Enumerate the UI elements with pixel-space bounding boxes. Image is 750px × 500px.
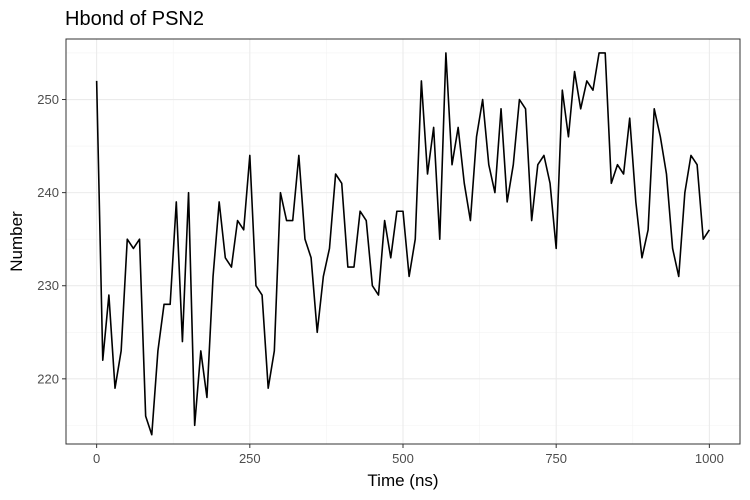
x-tick-label: 750 xyxy=(545,451,567,466)
x-tick-label: 250 xyxy=(239,451,261,466)
major-gridlines xyxy=(66,39,740,444)
y-axis-label: Number xyxy=(7,211,26,272)
x-tick-label: 500 xyxy=(392,451,414,466)
y-axis-ticks: 220 230 240 250 xyxy=(37,92,66,386)
series-layer xyxy=(95,52,711,436)
chart-title: Hbond of PSN2 xyxy=(65,8,204,30)
y-tick-label: 250 xyxy=(37,92,59,107)
x-axis-ticks: 0 250 500 750 1000 xyxy=(93,444,724,466)
x-tick-label: 1000 xyxy=(695,451,724,466)
y-tick-label: 220 xyxy=(37,371,59,386)
x-tick-label: 0 xyxy=(93,451,100,466)
x-axis-label: Time (ns) xyxy=(367,471,438,490)
y-tick-label: 230 xyxy=(37,278,59,293)
series-line-1 xyxy=(95,52,711,436)
y-tick-label: 240 xyxy=(37,185,59,200)
